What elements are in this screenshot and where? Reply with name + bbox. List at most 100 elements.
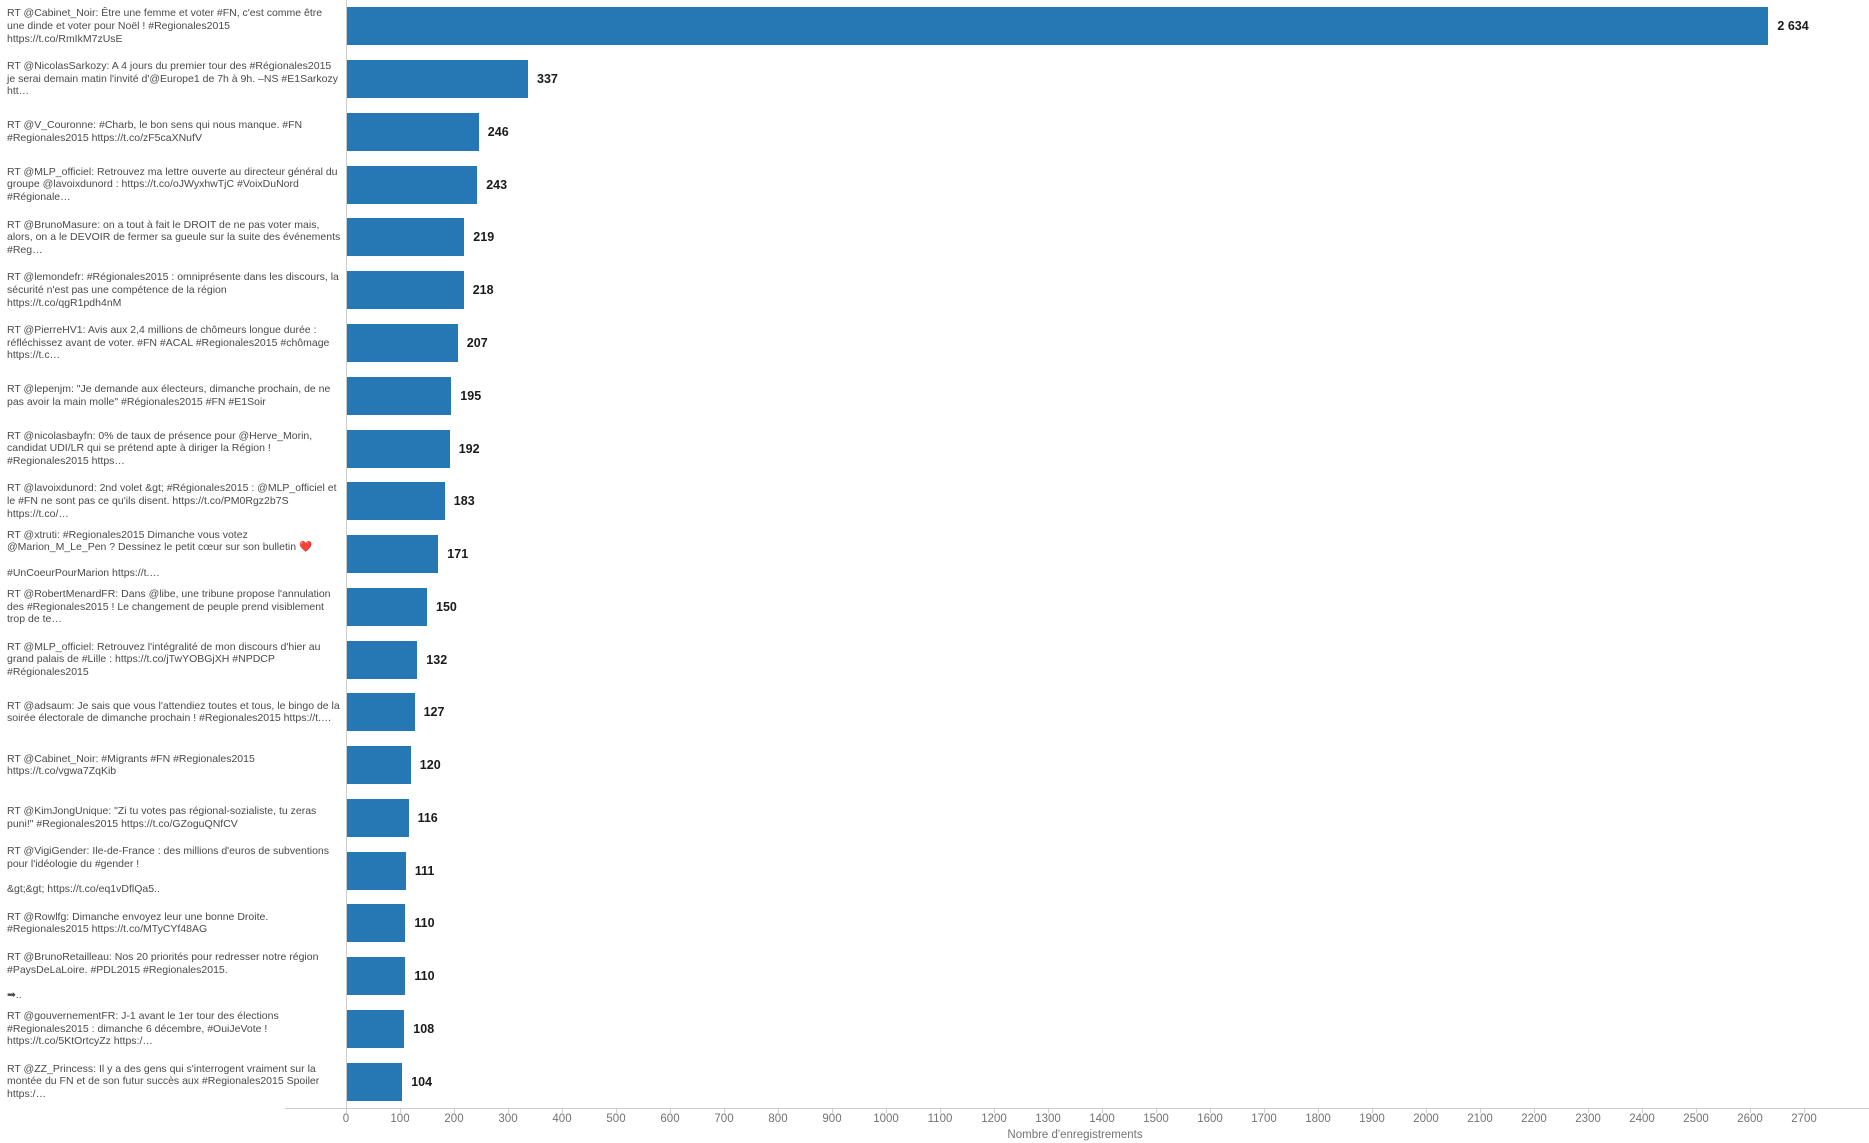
bar-cell: 132 <box>346 633 1869 686</box>
tweet-label: RT @ZZ_Princess: Il y a des gens qui s'i… <box>7 1062 320 1100</box>
x-tick-mark <box>1480 1109 1481 1113</box>
bar[interactable] <box>346 798 409 837</box>
x-tick-label: 1600 <box>1197 1113 1223 1125</box>
bar-cell: 218 <box>346 264 1869 317</box>
chart-row: RT @V_Couronne: #Charb, le bon sens qui … <box>0 106 1869 159</box>
bar-cell: 243 <box>346 158 1869 211</box>
bar[interactable] <box>346 746 411 785</box>
x-tick-label: 500 <box>606 1113 626 1125</box>
bar[interactable] <box>346 851 406 890</box>
bar[interactable] <box>346 482 445 521</box>
chart-row: RT @xtruti: #Regionales2015 Dimanche vou… <box>0 528 1869 581</box>
bar-value-label: 243 <box>486 177 508 192</box>
bar-value-label: 183 <box>453 494 475 509</box>
x-tick-label: 1900 <box>1359 1113 1385 1125</box>
x-tick-mark <box>1696 1109 1697 1113</box>
bar[interactable] <box>346 60 528 99</box>
x-tick-mark <box>616 1109 617 1113</box>
tweet-label: RT @BrunoMasure: on a tout à fait le DRO… <box>7 218 341 256</box>
tweet-label: RT @MLP_officiel: Retrouvez l'intégralit… <box>7 640 321 678</box>
bar[interactable] <box>346 112 479 151</box>
x-tick-mark <box>886 1109 887 1113</box>
chart-row: RT @RobertMenardFR: Dans @libe, une trib… <box>0 580 1869 633</box>
bar-value-label: 111 <box>414 863 435 878</box>
bar-value-label: 207 <box>466 335 488 350</box>
chart-row: RT @Rowlfg: Dimanche envoyez leur une bo… <box>0 897 1869 950</box>
bar-value-label: 120 <box>419 758 441 773</box>
x-tick-mark <box>1210 1109 1211 1113</box>
x-tick-label: 1000 <box>873 1113 899 1125</box>
x-tick-label: 2400 <box>1629 1113 1655 1125</box>
bar-cell: 337 <box>346 53 1869 106</box>
bar[interactable] <box>346 904 406 943</box>
bar[interactable] <box>346 1062 403 1101</box>
chart-row: RT @VigiGender: Ile-de-France : des mill… <box>0 844 1869 897</box>
x-tick-mark <box>778 1109 779 1113</box>
chart-row: RT @BrunoRetailleau: Nos 20 priorités po… <box>0 950 1869 1003</box>
bar[interactable] <box>346 535 439 574</box>
bar[interactable] <box>346 587 427 626</box>
bar-cell: 2 634 <box>346 0 1869 53</box>
bar-value-label: 171 <box>447 547 469 562</box>
x-tick-label: 700 <box>714 1113 734 1125</box>
chart-row: RT @Cabinet_Noir: Être une femme et vote… <box>0 0 1869 53</box>
x-tick-label: 1700 <box>1251 1113 1277 1125</box>
tweet-label: RT @lepenjm: "Je demande aux électeurs, … <box>7 383 331 408</box>
x-tick-mark <box>1102 1109 1103 1113</box>
bar-value-label: 219 <box>473 230 495 245</box>
bar[interactable] <box>346 165 478 204</box>
bar-value-label: 127 <box>423 705 445 720</box>
tweet-label: RT @PierreHV1: Avis aux 2,4 millions de … <box>7 324 330 362</box>
bar-cell: 195 <box>346 369 1869 422</box>
tweet-label: RT @BrunoRetailleau: Nos 20 priorités po… <box>7 950 319 1001</box>
bar[interactable] <box>346 1009 405 1048</box>
bar-value-label: 110 <box>414 916 435 931</box>
bar-value-label: 192 <box>458 441 480 456</box>
bar-value-label: 110 <box>414 969 435 984</box>
x-axis-title: Nombre d'enregistrements <box>1007 1129 1143 1141</box>
tweet-label: RT @Rowlfg: Dimanche envoyez leur une bo… <box>7 910 269 936</box>
x-tick-mark <box>1264 1109 1265 1113</box>
bar-cell: 192 <box>346 422 1869 475</box>
x-tick-mark <box>562 1109 563 1113</box>
tweet-label: RT @VigiGender: Ile-de-France : des mill… <box>7 845 329 896</box>
bar-cell: 120 <box>346 739 1869 792</box>
x-tick-label: 200 <box>444 1113 464 1125</box>
bar[interactable] <box>346 957 406 996</box>
x-tick-label: 1500 <box>1143 1113 1169 1125</box>
x-tick-mark <box>940 1109 941 1113</box>
x-tick-mark <box>1750 1109 1751 1113</box>
x-tick-mark <box>508 1109 509 1113</box>
tweet-label: RT @KimJongUnique: "Zi tu votes pas régi… <box>7 805 317 830</box>
y-axis-line <box>346 0 347 1108</box>
tweet-label: RT @gouvernementFR: J-1 avant le 1er tou… <box>7 1010 279 1048</box>
x-tick-mark <box>346 1109 347 1113</box>
bar[interactable] <box>346 7 1769 46</box>
bar[interactable] <box>346 323 458 362</box>
x-tick-mark <box>1156 1109 1157 1113</box>
x-tick-mark <box>1318 1109 1319 1113</box>
bar[interactable] <box>346 218 465 257</box>
bar[interactable] <box>346 376 452 415</box>
x-tick-mark <box>1534 1109 1535 1113</box>
bar[interactable] <box>346 429 450 468</box>
x-tick-label: 1800 <box>1305 1113 1331 1125</box>
chart-row: RT @PierreHV1: Avis aux 2,4 millions de … <box>0 317 1869 370</box>
x-tick-label: 2200 <box>1521 1113 1547 1125</box>
bar-cell: 116 <box>346 791 1869 844</box>
bar-cell: 219 <box>346 211 1869 264</box>
x-tick-mark <box>670 1109 671 1113</box>
tweet-label: RT @lemondefr: #Régionales2015 : omnipré… <box>7 271 339 309</box>
bar-value-label: 218 <box>472 283 494 298</box>
bar[interactable] <box>346 271 464 310</box>
chart-row: RT @lepenjm: "Je demande aux électeurs, … <box>0 369 1869 422</box>
x-tick-label: 2000 <box>1413 1113 1439 1125</box>
bar[interactable] <box>346 693 415 732</box>
bar-value-label: 132 <box>426 652 448 667</box>
x-tick-mark <box>1588 1109 1589 1113</box>
x-tick-label: 900 <box>822 1113 842 1125</box>
bar[interactable] <box>346 640 418 679</box>
x-tick-label: 300 <box>498 1113 518 1125</box>
x-tick-mark <box>454 1109 455 1113</box>
